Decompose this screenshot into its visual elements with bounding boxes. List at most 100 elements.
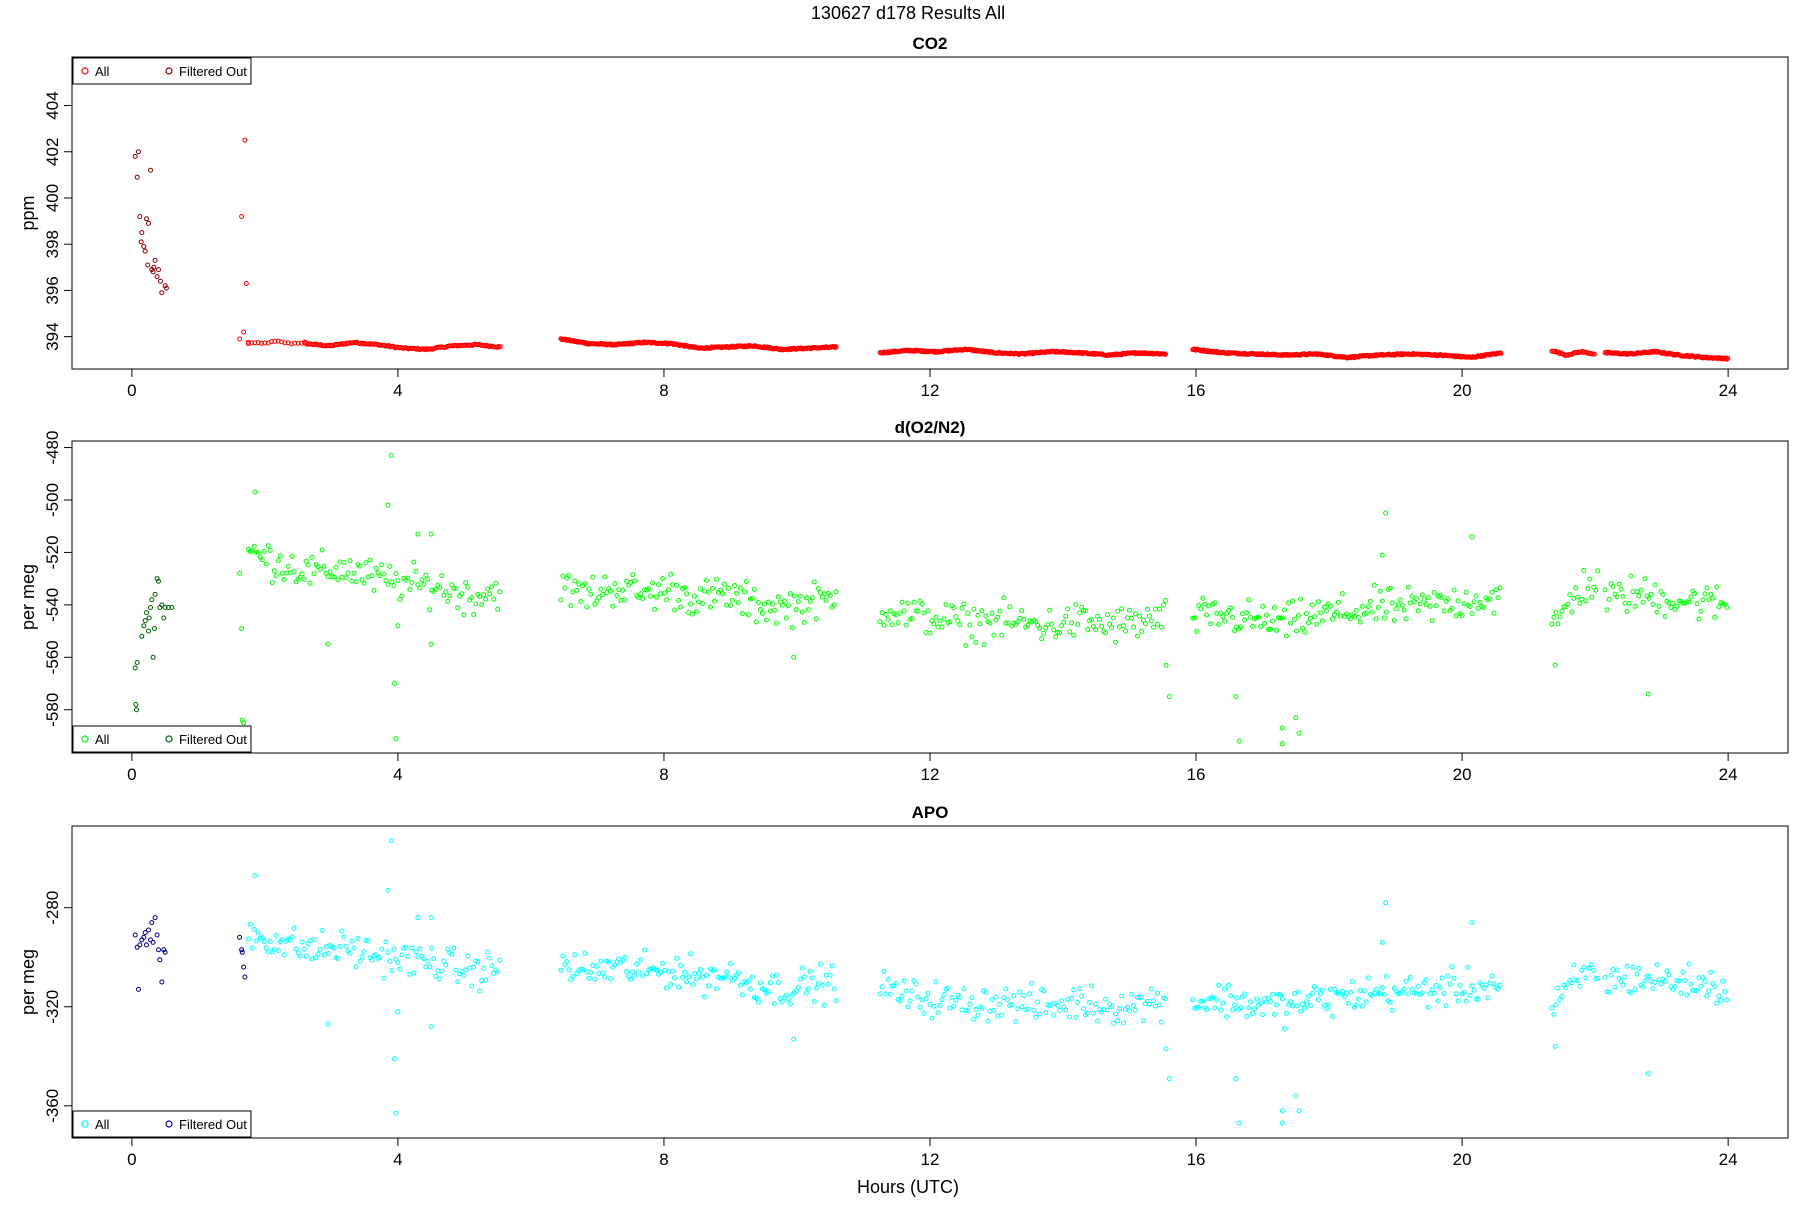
apo-data-point (819, 982, 825, 988)
apo-data-point (245, 936, 251, 942)
d-o2-n2--data-point (931, 621, 937, 627)
co2-data-point (245, 339, 251, 345)
apo-data-point (1602, 975, 1608, 980)
d-o2-n2--data-point (1274, 627, 1279, 633)
apo-data-point (1190, 997, 1196, 1003)
apo-data-point (634, 961, 640, 967)
co2-data-point (158, 278, 163, 284)
d-o2-n2--data-point (1575, 594, 1581, 600)
d-o2-n2--data-point (1692, 591, 1698, 596)
apo-data-point (957, 994, 963, 1000)
apo-data-point (686, 974, 692, 980)
apo-data-point (1575, 978, 1581, 984)
d-o2-n2--data-point (1403, 616, 1409, 622)
apo-data-point (1254, 996, 1260, 1002)
d-o2-n2--data-point (305, 562, 311, 568)
d-o2-n2--data-point (1284, 633, 1289, 639)
d-o2-n2--data-point (383, 578, 389, 583)
apo-data-point (1005, 997, 1011, 1002)
d-o2-n2--data-point (560, 573, 566, 579)
d-o2-n2--data-point (757, 607, 763, 612)
d-o2-n2--data-point (279, 570, 285, 576)
co2-data-point (833, 344, 839, 350)
d-o2-n2--data-point (237, 570, 243, 576)
d-o2-n2--data-point (301, 577, 307, 582)
apo-data-point (923, 996, 929, 1002)
apo-plot-frame (71, 825, 1789, 1139)
apo-data-point (261, 938, 267, 944)
apo-data-point (293, 946, 299, 952)
d-o2-n2--data-point (471, 612, 477, 617)
apo-data-point (1325, 1002, 1331, 1008)
d-o2-n2--data-point (741, 589, 747, 595)
d-o2-n2--data-point (1309, 602, 1315, 608)
apo-data-point (437, 976, 443, 982)
co2-data-point (497, 344, 503, 350)
d-o2-n2--data-point (787, 591, 793, 597)
apo-data-point (1270, 991, 1275, 997)
d-o2-n2--data-point (576, 581, 582, 587)
d-o2-n2--x-tick-label: 24 (1719, 765, 1738, 784)
d-o2-n2--data-point (1270, 618, 1275, 624)
apo-data-point (1684, 992, 1690, 998)
d-o2-n2--data-point (602, 574, 608, 580)
d-o2-n2--data-point (1242, 617, 1248, 623)
d-o2-n2--data-point (690, 611, 696, 617)
apo-data-point (1645, 1071, 1651, 1077)
apo-data-point (965, 1008, 971, 1014)
apo-data-point (951, 1003, 957, 1009)
apo-data-point (767, 980, 773, 986)
d-o2-n2--data-point (453, 586, 459, 592)
x-axis-title: Hours (UTC) (857, 1177, 959, 1197)
d-o2-n2--data-point (1280, 615, 1285, 621)
d-o2-n2--data-point (469, 595, 475, 600)
apo-y-tick-label: -360 (43, 1089, 62, 1123)
apo-data-point (1075, 1000, 1081, 1005)
apo-data-point (1089, 983, 1095, 989)
apo-data-point (823, 972, 829, 978)
d-o2-n2--data-point (995, 614, 1001, 620)
d-o2-n2--data-point (388, 452, 394, 458)
apo-data-point (704, 972, 709, 978)
apo-data-point (1425, 1004, 1431, 1010)
apo-data-point (347, 950, 353, 956)
apo-data-point (1055, 1002, 1061, 1008)
d-o2-n2--data-point (1335, 599, 1341, 605)
d-o2-n2--data-point (590, 574, 596, 580)
apo-x-tick-label: 0 (127, 1150, 136, 1169)
apo-data-point (676, 984, 682, 990)
d-o2-n2--data-point (1117, 624, 1123, 630)
apo-data-point (1606, 989, 1612, 995)
apo-data-point (1214, 997, 1220, 1003)
d-o2-n2--data-point (967, 622, 973, 628)
apo-data-point (931, 1003, 937, 1009)
apo-data-point (1127, 1008, 1132, 1014)
apo-data-point (1469, 983, 1475, 989)
apo-data-point (1453, 991, 1459, 997)
d-o2-n2--data-point (1228, 605, 1234, 611)
d-o2-n2--data-point (1260, 603, 1266, 609)
apo-data-point (1401, 986, 1407, 992)
d-o2-n2--data-point (706, 589, 711, 595)
d-o2-n2--data-point (1194, 629, 1200, 634)
apo-data-point (1646, 973, 1652, 979)
co2-data-point (152, 257, 158, 263)
apo-data-point (1236, 1120, 1242, 1126)
apo-data-point (357, 958, 363, 964)
d-o2-n2--data-point (1581, 568, 1587, 573)
d-o2-n2--data-point (1037, 625, 1043, 631)
d-o2-n2--data-point (981, 642, 987, 648)
apo-data-point (1013, 1019, 1019, 1025)
d-o2-n2--data-point (578, 599, 584, 604)
apo-data-point (1473, 996, 1479, 1002)
d-o2-n2--data-point (1463, 589, 1469, 595)
d-o2-n2--data-point (441, 593, 447, 598)
apo-data-point (1469, 920, 1475, 926)
apo-data-point (632, 973, 638, 979)
d-o2-n2--x-tick-label: 8 (659, 765, 668, 784)
apo-data-point (1222, 986, 1228, 992)
d-o2-n2--data-point (1147, 613, 1152, 619)
d-o2-n2--data-point (921, 610, 927, 616)
co2-data-point (132, 153, 138, 159)
d-o2-n2--data-point (737, 585, 743, 591)
